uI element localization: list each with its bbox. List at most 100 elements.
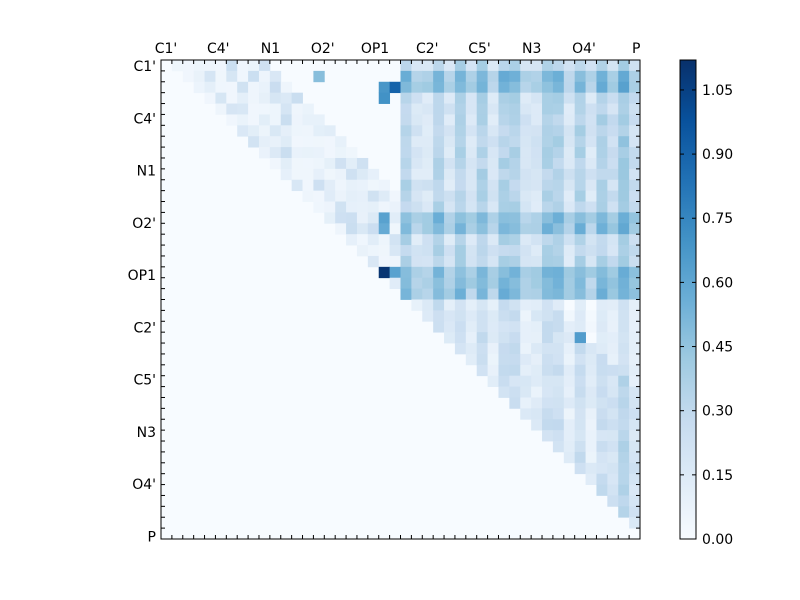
heatmap-cell bbox=[269, 136, 282, 148]
heatmap-cell bbox=[269, 157, 282, 170]
heatmap-cell bbox=[629, 125, 641, 137]
heatmap-cell bbox=[629, 441, 641, 453]
heatmap-cell bbox=[585, 212, 597, 224]
heatmap-cell bbox=[596, 462, 608, 475]
heatmap-cell bbox=[237, 60, 249, 72]
heatmap-cell bbox=[629, 288, 641, 300]
colorbar-tick-label: 0.30 bbox=[702, 404, 733, 420]
heatmap-cell bbox=[422, 212, 434, 224]
heatmap-cell bbox=[520, 266, 532, 279]
heatmap-cell bbox=[509, 147, 521, 159]
heatmap-cell bbox=[335, 223, 347, 235]
heatmap-cell bbox=[465, 353, 478, 366]
heatmap-cell bbox=[444, 245, 456, 257]
heatmap-cell bbox=[629, 103, 641, 115]
heatmap-cell bbox=[531, 343, 543, 355]
heatmap-cell bbox=[563, 277, 576, 290]
heatmap-cell bbox=[552, 245, 565, 257]
heatmap-cell bbox=[552, 179, 565, 192]
heatmap-cell bbox=[509, 212, 521, 224]
heatmap-cell bbox=[552, 234, 565, 246]
heatmap-cell bbox=[248, 70, 260, 83]
heatmap-cell bbox=[563, 223, 576, 235]
heatmap-cell bbox=[542, 136, 554, 148]
heatmap-cell bbox=[367, 245, 380, 257]
heatmap-cell bbox=[476, 190, 488, 202]
heatmap-cell bbox=[596, 234, 608, 246]
heatmap-cell bbox=[596, 332, 608, 344]
heatmap-cell bbox=[346, 168, 358, 181]
heatmap-cell bbox=[487, 125, 499, 137]
heatmap-cell bbox=[552, 375, 565, 387]
heatmap-cell bbox=[433, 190, 445, 202]
heatmap-cell bbox=[552, 125, 565, 137]
heatmap-cell bbox=[465, 321, 478, 333]
heatmap-cell bbox=[629, 299, 641, 311]
heatmap-cell bbox=[411, 201, 423, 213]
heatmap-cell bbox=[563, 92, 576, 104]
heatmap-cell bbox=[433, 168, 445, 181]
heatmap-cell bbox=[618, 386, 630, 398]
heatmap-cell bbox=[607, 441, 619, 453]
heatmap-cell bbox=[607, 484, 619, 496]
heatmap-cell bbox=[498, 147, 510, 159]
heatmap-cell bbox=[509, 125, 521, 137]
heatmap-cell bbox=[585, 408, 597, 420]
heatmap-cell bbox=[542, 255, 554, 268]
heatmap-cell bbox=[531, 299, 543, 311]
heatmap-cell bbox=[487, 364, 499, 377]
heatmap-cell bbox=[509, 201, 521, 213]
heatmap-cell bbox=[629, 375, 641, 387]
heatmap-cell bbox=[487, 277, 499, 290]
heatmap-cell bbox=[487, 81, 499, 94]
heatmap-cell bbox=[607, 147, 619, 159]
heatmap-cell bbox=[465, 179, 478, 192]
heatmap-cell bbox=[520, 310, 532, 322]
heatmap-cell bbox=[574, 408, 586, 420]
heatmap-cell bbox=[509, 168, 521, 181]
heatmap-cell bbox=[433, 266, 445, 279]
heatmap-cell bbox=[422, 136, 434, 148]
y-tick-label: C5' bbox=[133, 373, 156, 389]
y-tick-label: C4' bbox=[133, 111, 156, 127]
heatmap-cell bbox=[629, 255, 641, 268]
heatmap-cell bbox=[552, 147, 565, 159]
heatmap-cell bbox=[269, 81, 282, 94]
heatmap-cell bbox=[454, 266, 467, 279]
heatmap-cell bbox=[313, 190, 325, 202]
heatmap-cell bbox=[520, 81, 532, 94]
heatmap-cell bbox=[542, 332, 554, 344]
heatmap-cell bbox=[215, 60, 227, 72]
heatmap-cell bbox=[552, 397, 565, 409]
heatmap-cell bbox=[585, 234, 597, 246]
heatmap-cell bbox=[563, 397, 576, 409]
heatmap-cell bbox=[182, 70, 195, 83]
heatmap-cell bbox=[542, 147, 554, 159]
y-tick-label: N1 bbox=[137, 164, 156, 180]
heatmap-cell bbox=[487, 201, 499, 213]
heatmap-cell bbox=[454, 60, 467, 72]
heatmap-cell bbox=[335, 201, 347, 213]
heatmap-cell bbox=[509, 397, 521, 409]
heatmap-cell bbox=[574, 441, 586, 453]
heatmap-cell bbox=[454, 92, 467, 104]
heatmap-cell bbox=[422, 310, 434, 322]
heatmap-cell bbox=[520, 125, 532, 137]
heatmap-cell bbox=[422, 60, 434, 72]
heatmap-cell bbox=[607, 125, 619, 137]
colorbar-tick-label: 0.45 bbox=[702, 340, 733, 356]
heatmap-cell bbox=[444, 234, 456, 246]
heatmap-cell bbox=[444, 125, 456, 137]
heatmap-cell bbox=[585, 386, 597, 398]
heatmap-cell bbox=[291, 125, 303, 137]
heatmap-cell bbox=[618, 136, 630, 148]
heatmap-cell bbox=[531, 223, 543, 235]
heatmap-cell bbox=[433, 157, 445, 170]
heatmap-cell bbox=[596, 364, 608, 377]
heatmap-cell bbox=[346, 179, 358, 192]
heatmap-cell bbox=[509, 245, 521, 257]
heatmap-cell bbox=[400, 157, 412, 170]
heatmap-cell bbox=[226, 70, 238, 83]
heatmap-cell bbox=[629, 147, 641, 159]
heatmap-cell bbox=[618, 397, 630, 409]
